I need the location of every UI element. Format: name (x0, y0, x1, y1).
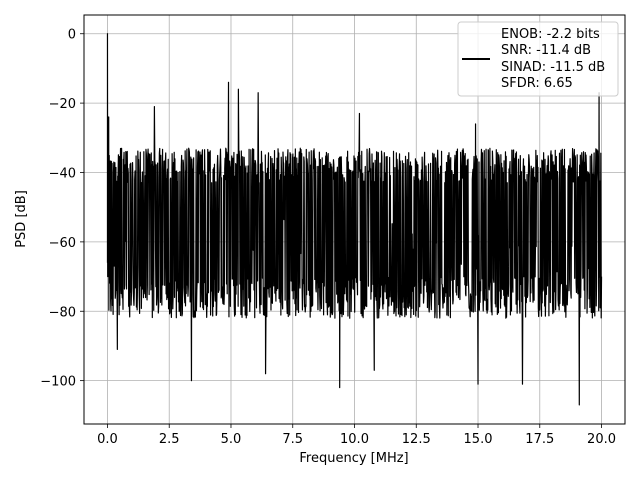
y-tick-label: 0 (68, 28, 76, 43)
legend-entry-enob: ENOB: -2.2 bits (501, 27, 600, 42)
y-tick-label: −20 (49, 97, 76, 112)
legend-entry-sfdr: SFDR: 6.65 (501, 76, 573, 91)
x-tick-label: 15.0 (464, 432, 493, 447)
y-axis: 0 −20 −40 −60 −80 −100 (40, 28, 84, 390)
psd-series-line (106, 33, 603, 406)
x-tick-label: 2.5 (159, 432, 180, 447)
x-tick-label: 0.0 (97, 432, 118, 447)
x-axis-label: Frequency [MHz] (299, 451, 408, 466)
series-group (106, 33, 603, 406)
x-tick-label: 17.5 (525, 432, 554, 447)
x-axis: 0.0 2.5 5.0 7.5 10.0 12.5 15.0 17.5 20.0 (97, 424, 616, 447)
y-tick-label: −80 (49, 305, 76, 320)
x-tick-label: 12.5 (402, 432, 431, 447)
x-tick-label: 7.5 (282, 432, 303, 447)
y-tick-label: −40 (49, 166, 76, 181)
y-tick-label: −100 (40, 375, 76, 390)
x-tick-label: 20.0 (587, 432, 616, 447)
x-tick-label: 10.0 (340, 432, 369, 447)
legend-box (457, 21, 619, 97)
y-axis-label: PSD [dB] (14, 190, 29, 248)
legend-entry-sinad: SINAD: -11.5 dB (501, 60, 605, 75)
legend: ENOB: -2.2 bits SNR: -11.4 dB SINAD: -11… (457, 21, 619, 97)
x-tick-label: 5.0 (221, 432, 242, 447)
y-tick-label: −60 (49, 236, 76, 251)
legend-entry-snr: SNR: -11.4 dB (501, 43, 591, 58)
